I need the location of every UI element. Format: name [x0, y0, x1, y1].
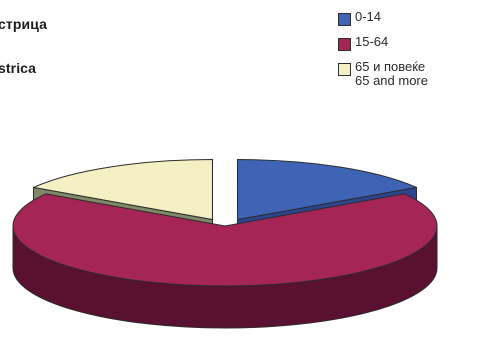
legend-label-0-14: 0-14 [355, 9, 382, 24]
pie-slice-1 [12, 193, 438, 287]
legend-swatch-65-plus [338, 63, 351, 76]
legend-swatch-0-14 [338, 13, 351, 26]
legend-label-15-64: 15-64 [355, 34, 389, 49]
legend-label-65-plus: 65 и повеќе 65 and more [355, 59, 428, 88]
legend-item-0-14: 0-14 [338, 10, 482, 26]
legend: 0-14 15-64 65 и повеќе 65 and more [338, 10, 482, 97]
pie-slice-2 [32, 159, 213, 221]
legend-swatch-15-64 [338, 38, 351, 51]
legend-item-65-plus: 65 и повеќе 65 and more [338, 60, 482, 88]
pie-slice-0 [237, 159, 418, 221]
chart-title-line-1: стрица [0, 16, 47, 32]
chart-title-line-2: strica [0, 60, 36, 76]
legend-item-15-64: 15-64 [338, 35, 482, 51]
